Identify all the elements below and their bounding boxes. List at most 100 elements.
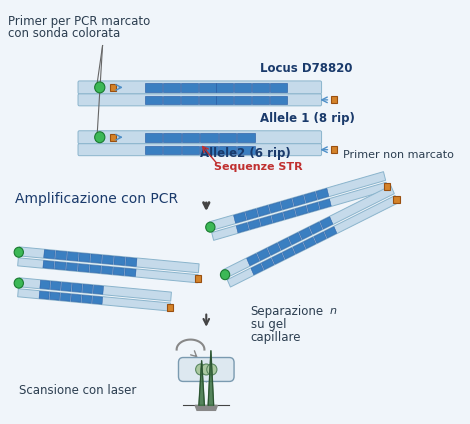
Text: Separazione: Separazione xyxy=(251,305,324,318)
Polygon shape xyxy=(199,360,204,405)
Bar xyxy=(270,83,287,92)
Polygon shape xyxy=(310,222,322,234)
Polygon shape xyxy=(278,238,291,250)
Circle shape xyxy=(220,270,230,280)
FancyBboxPatch shape xyxy=(78,81,321,94)
Polygon shape xyxy=(212,182,388,240)
Text: Primer non marcato: Primer non marcato xyxy=(343,150,454,160)
Text: n: n xyxy=(329,306,337,316)
Polygon shape xyxy=(293,243,306,254)
Polygon shape xyxy=(50,292,60,300)
Polygon shape xyxy=(78,264,89,272)
FancyBboxPatch shape xyxy=(78,131,321,144)
Circle shape xyxy=(201,364,212,375)
Polygon shape xyxy=(18,247,199,273)
Polygon shape xyxy=(92,296,102,304)
Polygon shape xyxy=(102,266,113,274)
Text: Primer per PCR marcato: Primer per PCR marcato xyxy=(8,15,150,28)
Polygon shape xyxy=(281,199,293,209)
Polygon shape xyxy=(282,248,295,259)
Bar xyxy=(219,133,236,142)
Polygon shape xyxy=(18,258,198,283)
Polygon shape xyxy=(208,351,214,405)
Bar xyxy=(145,146,162,153)
Bar xyxy=(198,83,216,92)
Polygon shape xyxy=(125,268,136,276)
Bar xyxy=(167,304,173,310)
Text: Allele 1 (8 rip): Allele 1 (8 rip) xyxy=(260,112,355,125)
Polygon shape xyxy=(114,257,125,265)
Polygon shape xyxy=(319,199,331,209)
Text: capillare: capillare xyxy=(251,331,301,343)
Polygon shape xyxy=(18,289,171,311)
Polygon shape xyxy=(316,189,329,199)
Bar xyxy=(163,146,181,153)
Bar xyxy=(393,195,400,203)
Bar xyxy=(110,134,116,141)
Circle shape xyxy=(94,132,105,143)
Bar xyxy=(182,133,199,142)
Polygon shape xyxy=(93,285,103,294)
Text: Sequenze STR: Sequenze STR xyxy=(214,162,302,172)
Bar xyxy=(331,96,337,103)
Bar xyxy=(384,183,390,190)
Bar xyxy=(163,133,181,142)
Polygon shape xyxy=(40,280,50,289)
Bar xyxy=(235,96,251,104)
Polygon shape xyxy=(248,220,260,229)
Bar xyxy=(331,146,337,153)
Bar xyxy=(145,83,162,92)
Polygon shape xyxy=(304,237,316,248)
Polygon shape xyxy=(261,258,274,270)
FancyBboxPatch shape xyxy=(78,94,321,106)
Bar xyxy=(237,133,255,142)
Polygon shape xyxy=(61,282,71,291)
Polygon shape xyxy=(289,232,301,245)
FancyBboxPatch shape xyxy=(78,144,321,156)
Polygon shape xyxy=(60,293,70,301)
Polygon shape xyxy=(43,261,54,269)
Polygon shape xyxy=(295,206,308,216)
Polygon shape xyxy=(209,172,385,231)
Polygon shape xyxy=(245,209,258,220)
Polygon shape xyxy=(39,291,49,299)
Bar xyxy=(200,146,218,153)
Polygon shape xyxy=(79,253,90,262)
Polygon shape xyxy=(314,232,326,243)
Bar xyxy=(163,83,180,92)
Circle shape xyxy=(207,364,217,375)
Circle shape xyxy=(14,247,24,257)
Bar xyxy=(252,83,269,92)
Bar xyxy=(198,96,216,104)
Bar xyxy=(110,84,116,91)
Polygon shape xyxy=(299,227,312,240)
Polygon shape xyxy=(324,227,337,238)
Polygon shape xyxy=(44,250,55,259)
Text: Scansione con laser: Scansione con laser xyxy=(19,385,137,397)
Bar xyxy=(217,83,234,92)
Circle shape xyxy=(94,82,105,93)
Polygon shape xyxy=(223,186,394,278)
Polygon shape xyxy=(90,265,101,273)
Text: Allele2 (6 rip): Allele2 (6 rip) xyxy=(200,147,290,160)
Bar xyxy=(195,275,201,282)
Polygon shape xyxy=(292,195,305,206)
Polygon shape xyxy=(195,405,218,410)
Polygon shape xyxy=(91,254,102,263)
Polygon shape xyxy=(307,203,320,212)
Bar xyxy=(145,96,162,104)
Polygon shape xyxy=(82,295,92,303)
Polygon shape xyxy=(66,263,78,271)
Bar xyxy=(219,146,236,153)
Bar xyxy=(252,96,269,104)
Polygon shape xyxy=(125,257,137,266)
Bar xyxy=(237,146,255,153)
Polygon shape xyxy=(272,253,284,264)
Polygon shape xyxy=(251,264,263,275)
Polygon shape xyxy=(67,252,78,261)
Polygon shape xyxy=(50,281,61,290)
Bar xyxy=(200,133,218,142)
Circle shape xyxy=(14,278,24,288)
Polygon shape xyxy=(102,255,114,264)
Polygon shape xyxy=(320,217,333,229)
